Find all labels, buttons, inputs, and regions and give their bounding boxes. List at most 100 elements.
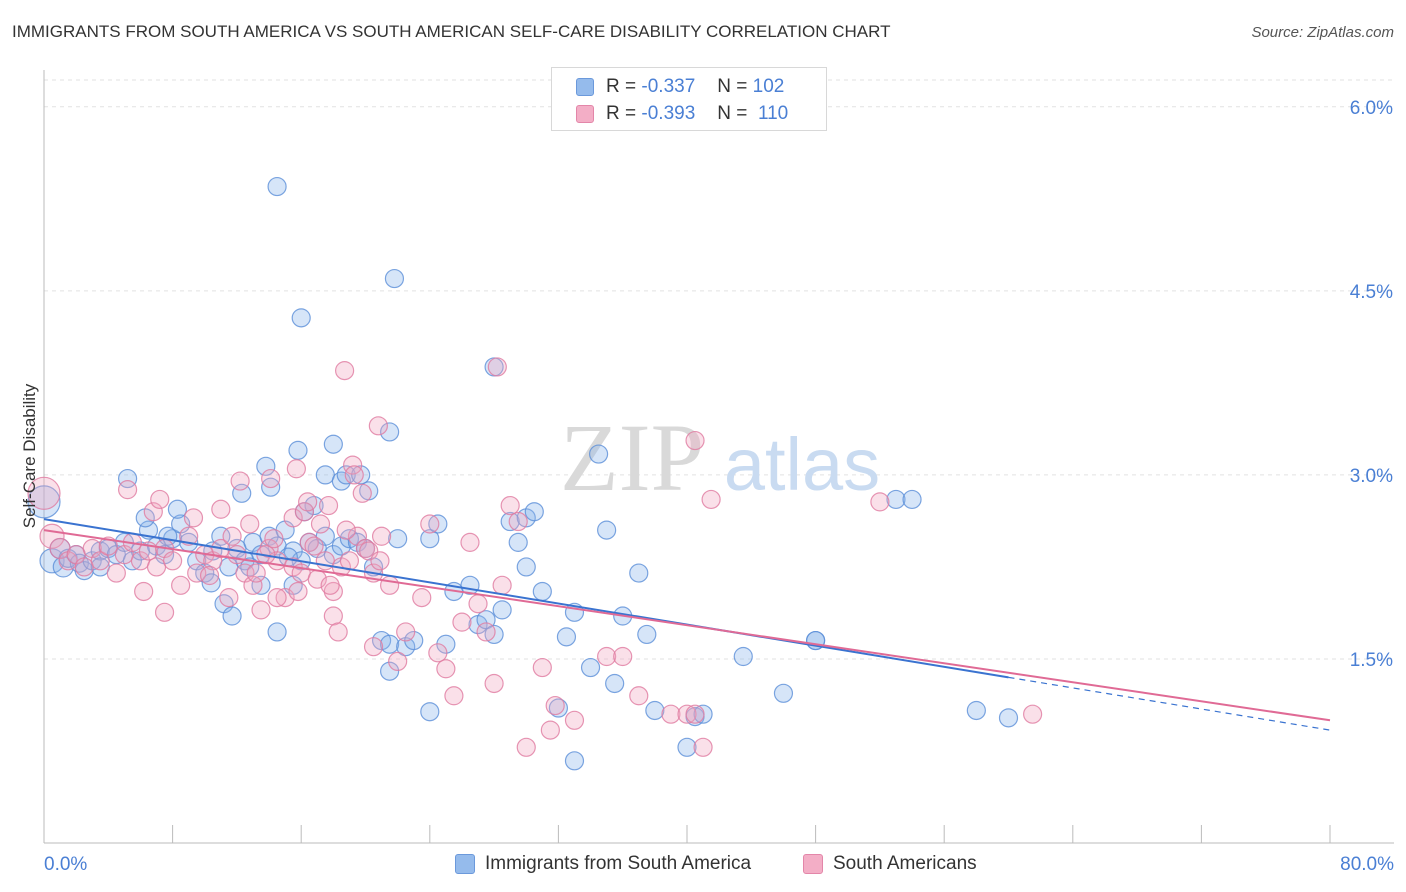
point-immigrants-from-south-america xyxy=(548,698,569,718)
point-south-americans xyxy=(251,600,271,620)
point-south-americans xyxy=(230,471,250,491)
point-immigrants-from-south-america xyxy=(380,422,400,442)
legend-swatch-immigrants xyxy=(455,854,475,874)
trend-lines xyxy=(43,518,1331,731)
point-south-americans xyxy=(412,588,432,608)
point-south-americans xyxy=(597,646,617,667)
x-tick-label-max: 80.0% xyxy=(1340,854,1394,875)
point-south-americans xyxy=(323,606,343,626)
point-south-americans xyxy=(219,588,239,608)
point-south-americans xyxy=(240,514,260,534)
point-south-americans xyxy=(246,563,266,583)
x-tick-label-min: 0.0% xyxy=(44,854,87,875)
point-immigrants-from-south-america xyxy=(677,737,697,757)
point-immigrants-from-south-america xyxy=(556,627,577,647)
y-tick-label: 6.0% xyxy=(1350,98,1393,119)
point-immigrants-from-south-america xyxy=(629,563,649,583)
point-south-americans xyxy=(336,520,356,540)
point-south-americans xyxy=(243,575,263,595)
n-label: N = xyxy=(717,76,748,97)
point-immigrants-from-south-america xyxy=(524,502,544,522)
point-immigrants-from-south-america xyxy=(580,657,601,678)
trend-extension-immigrants-from-south-america xyxy=(1008,676,1331,731)
point-south-americans xyxy=(388,651,408,672)
point-south-americans xyxy=(267,588,287,608)
point-south-americans xyxy=(98,536,118,556)
point-south-americans xyxy=(545,695,565,716)
point-south-americans xyxy=(335,361,355,381)
point-south-americans xyxy=(264,529,284,549)
point-south-americans xyxy=(134,581,154,602)
point-immigrants-from-south-america xyxy=(693,704,713,724)
point-south-americans xyxy=(685,704,705,724)
point-immigrants-from-south-america xyxy=(773,683,794,703)
point-immigrants-from-south-america xyxy=(267,176,287,197)
point-south-americans xyxy=(352,483,372,503)
point-south-americans xyxy=(693,737,713,757)
point-immigrants-from-south-america xyxy=(645,700,665,721)
point-south-americans xyxy=(370,551,390,571)
point-south-americans xyxy=(613,646,633,667)
r-label: R = xyxy=(606,103,637,124)
point-immigrants-from-south-america xyxy=(484,624,504,645)
point-immigrants-from-south-america xyxy=(291,308,311,328)
point-south-americans xyxy=(629,686,649,706)
point-south-americans xyxy=(487,357,507,377)
point-south-americans xyxy=(163,551,183,571)
point-south-americans xyxy=(368,416,388,436)
r-label: R = xyxy=(606,76,637,97)
point-south-americans xyxy=(261,468,281,489)
watermark: ZIP atlas xyxy=(560,404,880,511)
point-immigrants-from-south-america xyxy=(605,673,625,694)
point-south-americans xyxy=(179,526,199,546)
point-south-americans xyxy=(661,704,681,724)
point-south-americans xyxy=(320,575,340,595)
point-south-americans xyxy=(436,659,456,679)
point-immigrants-from-south-america xyxy=(902,489,922,510)
point-immigrants-from-south-america xyxy=(588,444,609,464)
point-south-americans xyxy=(211,499,231,519)
point-immigrants-from-south-america xyxy=(492,600,512,620)
point-immigrants-from-south-america xyxy=(597,520,617,540)
point-south-americans xyxy=(150,489,170,510)
trend-line-south-americans xyxy=(43,529,1331,722)
point-immigrants-from-south-america xyxy=(323,434,343,454)
point-south-americans xyxy=(363,637,384,657)
n-label: N = xyxy=(717,103,748,124)
point-immigrants-from-south-america xyxy=(966,700,986,721)
point-south-americans xyxy=(183,508,204,528)
point-immigrants-from-south-america xyxy=(251,575,271,595)
point-south-americans xyxy=(1023,704,1043,724)
point-immigrants-from-south-america xyxy=(998,708,1019,728)
point-south-americans xyxy=(344,465,364,485)
point-immigrants-from-south-america xyxy=(315,465,335,485)
point-south-americans xyxy=(143,502,163,522)
point-south-americans xyxy=(328,622,348,642)
point-immigrants-from-south-america xyxy=(384,268,405,289)
point-south-americans xyxy=(677,704,697,724)
point-south-americans xyxy=(227,545,247,565)
point-south-americans xyxy=(484,673,504,694)
point-south-americans xyxy=(106,563,126,583)
point-south-americans xyxy=(380,575,400,595)
point-south-americans xyxy=(74,557,94,577)
watermark-atlas: atlas xyxy=(724,423,880,506)
point-immigrants-from-south-america xyxy=(167,499,188,519)
point-south-americans xyxy=(516,737,536,757)
point-south-americans xyxy=(154,602,175,622)
point-south-americans xyxy=(508,511,528,532)
stats-legend: R = -0.337 N = 102 R = -0.393 N = 110 xyxy=(551,67,827,131)
legend-label-immigrants: Immigrants from South America xyxy=(485,853,752,874)
point-south-americans xyxy=(318,495,339,516)
point-south-americans xyxy=(117,480,138,500)
point-south-americans xyxy=(420,514,440,534)
point-south-americans xyxy=(339,551,360,571)
point-south-americans xyxy=(355,538,376,559)
point-immigrants-from-south-america xyxy=(428,514,448,534)
point-south-americans xyxy=(283,508,303,528)
point-south-americans xyxy=(288,581,308,602)
point-immigrants-from-south-america xyxy=(27,485,61,519)
n-value: 102 xyxy=(752,76,785,97)
point-south-americans xyxy=(460,532,480,552)
